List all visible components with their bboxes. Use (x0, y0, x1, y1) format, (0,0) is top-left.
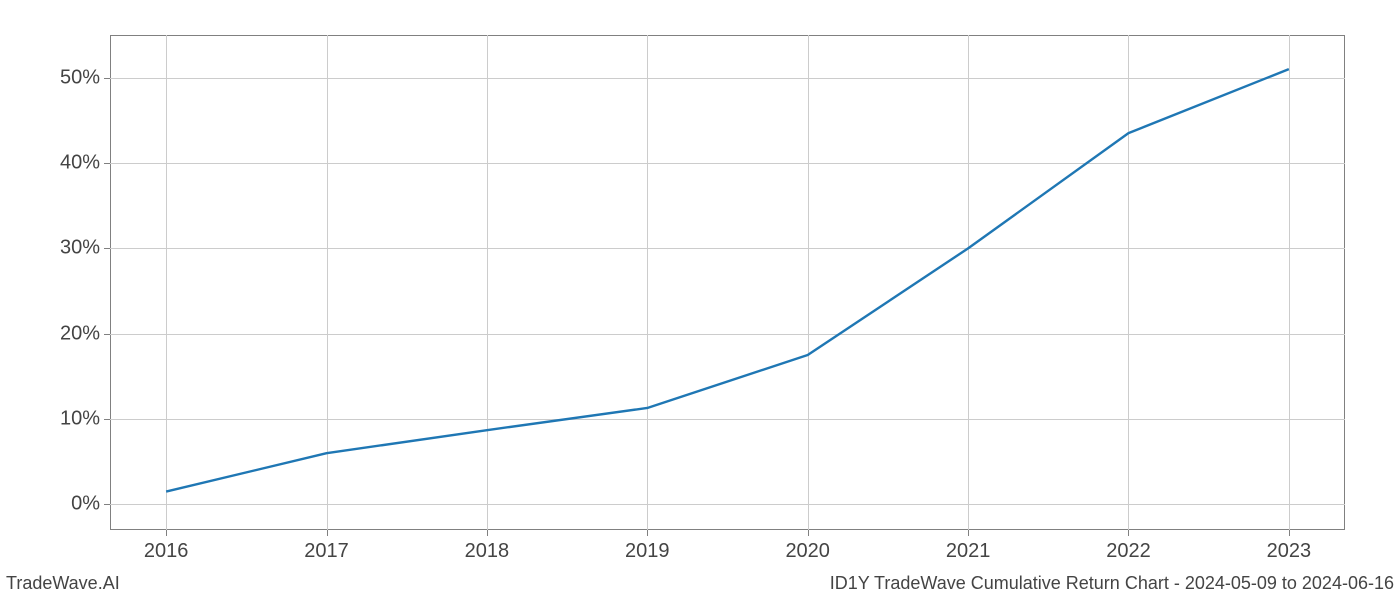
x-tick-mark (1289, 530, 1290, 536)
x-tick-mark (647, 530, 648, 536)
x-tick-label: 2019 (625, 540, 670, 563)
x-tick-label: 2017 (304, 540, 349, 563)
footer-left-text: TradeWave.AI (6, 573, 120, 594)
x-tick-label: 2016 (144, 540, 189, 563)
y-tick-mark (104, 334, 110, 335)
line-series (110, 35, 1345, 530)
x-tick-mark (166, 530, 167, 536)
series-line (166, 69, 1289, 491)
y-tick-label: 50% (60, 66, 100, 89)
y-tick-mark (104, 163, 110, 164)
y-tick-label: 0% (71, 493, 100, 516)
y-tick-label: 20% (60, 322, 100, 345)
x-tick-mark (968, 530, 969, 536)
y-tick-mark (104, 248, 110, 249)
x-tick-label: 2022 (1106, 540, 1151, 563)
x-tick-label: 2018 (465, 540, 510, 563)
footer-right-text: ID1Y TradeWave Cumulative Return Chart -… (830, 573, 1394, 594)
x-tick-mark (1128, 530, 1129, 536)
y-tick-mark (104, 419, 110, 420)
y-tick-label: 40% (60, 152, 100, 175)
x-tick-mark (487, 530, 488, 536)
x-tick-mark (327, 530, 328, 536)
y-tick-mark (104, 78, 110, 79)
y-tick-mark (104, 504, 110, 505)
y-tick-label: 30% (60, 237, 100, 260)
x-tick-label: 2021 (946, 540, 991, 563)
y-tick-label: 10% (60, 408, 100, 431)
x-tick-label: 2023 (1267, 540, 1312, 563)
chart-plot-area (110, 35, 1345, 530)
x-tick-mark (808, 530, 809, 536)
x-tick-label: 2020 (785, 540, 830, 563)
